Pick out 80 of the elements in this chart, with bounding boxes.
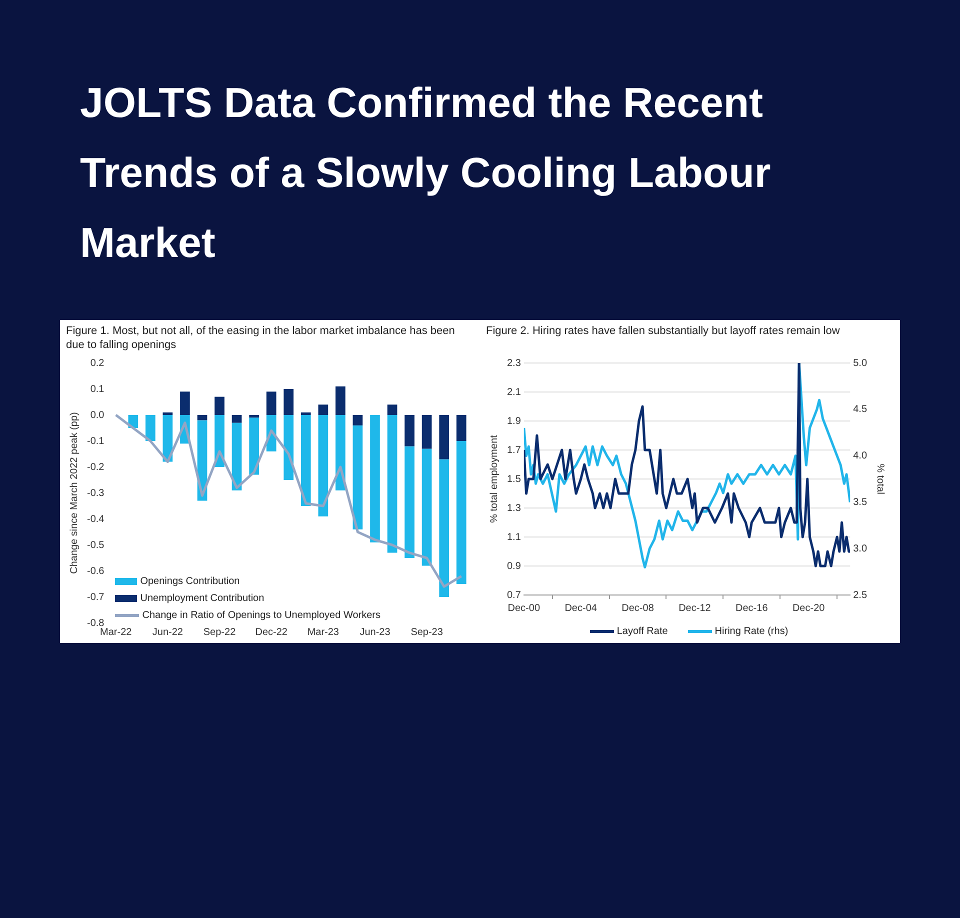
bar	[456, 441, 466, 584]
y2-tick-label: 2.5	[853, 590, 868, 601]
y2-tick-label: 5.0	[853, 358, 868, 369]
bar	[284, 415, 294, 480]
y-tick-label: -0.5	[86, 540, 105, 551]
chart-title: Figure 1. Most, but not all, of the easing in the labor market imbalance has been due to falling openings	[65, 324, 456, 353]
x-tick-label: Dec-16	[736, 602, 768, 614]
legend-label: Change in Ratio of Openings to Unemployed Workers	[142, 610, 380, 621]
x-tick-label: Sep-22	[203, 626, 236, 638]
bar	[422, 415, 432, 449]
legend-label: Hiring Rate (rhs)	[714, 626, 788, 637]
x-tick-label: Mar-22	[100, 626, 132, 638]
y-tick-label: 1.1	[506, 532, 522, 543]
bar	[284, 389, 294, 415]
x-tick-label: Dec-00	[508, 602, 540, 614]
bar	[300, 412, 311, 415]
x-tick-label: Jun-23	[360, 626, 391, 638]
x-tick-label: Jun-22	[152, 626, 184, 638]
x-tick-label: Dec-08	[622, 602, 654, 614]
x-tick-label: Dec-12	[678, 602, 712, 614]
y-tick-label: 0.7	[506, 590, 522, 601]
bar	[232, 415, 242, 423]
bar	[439, 459, 450, 597]
y-tick-label: 2.3	[506, 358, 522, 369]
y-axis-title: % total employment	[488, 434, 500, 523]
bar	[404, 415, 414, 446]
y-tick-label: 1.9	[506, 416, 522, 427]
bar	[249, 418, 259, 475]
bar	[422, 448, 432, 566]
bar	[232, 422, 242, 490]
bar	[352, 415, 363, 426]
y-tick-label: -0.7	[86, 592, 105, 603]
y-tick-label: -0.8	[86, 618, 105, 629]
bar	[318, 415, 328, 516]
bar	[249, 415, 259, 418]
bar	[300, 415, 311, 506]
bar	[387, 404, 398, 415]
bar	[352, 425, 363, 530]
bar	[387, 415, 398, 553]
legend-label: Openings Contribution	[140, 576, 240, 587]
y-tick-label: 0.9	[506, 560, 522, 572]
legend-label: Unemployment Contribution	[140, 593, 264, 604]
bar	[266, 392, 276, 415]
bar	[456, 415, 466, 441]
y-axis-title: Change since March 2022 peak (pp)	[68, 412, 80, 574]
y-tick-label: -0.6	[86, 566, 105, 577]
y-tick-label: 2.1	[506, 386, 522, 398]
x-tick-label: Dec-22	[255, 626, 288, 638]
y2-tick-label: 3.0	[853, 543, 868, 554]
x-tick-label: Mar-23	[307, 626, 340, 638]
y2-tick-label: 4.5	[853, 404, 868, 416]
bar	[180, 392, 190, 415]
x-tick-label: Sep-23	[410, 626, 444, 638]
bar	[336, 386, 346, 415]
bar	[214, 396, 224, 415]
y-tick-label: 1.5	[506, 474, 522, 485]
y-tick-label: 0.0	[90, 410, 105, 421]
bar	[162, 412, 173, 415]
y-tick-label: -0.3	[86, 488, 105, 499]
y-tick-label: -0.4	[86, 514, 105, 525]
chart-title: Figure 2. Hiring rates have fallen substantially but layoff rates remain low	[485, 324, 841, 339]
y-tick-label: -0.1	[86, 436, 105, 447]
bar	[370, 415, 380, 542]
y-tick-label: 1.3	[506, 502, 522, 514]
y2-tick-label: 3.5	[853, 496, 868, 508]
y-tick-label: 0.2	[90, 358, 105, 369]
bar	[197, 415, 208, 420]
bar	[439, 415, 450, 460]
y2-axis-title: % total	[874, 464, 886, 494]
legend-label: Layoff Rate	[616, 626, 668, 637]
x-tick-label: Dec-04	[564, 602, 598, 614]
x-tick-label: Dec-20	[792, 602, 826, 614]
bar	[404, 446, 414, 558]
y-tick-label: 1.7	[506, 444, 522, 456]
bar	[145, 415, 156, 441]
y-tick-label: 0.1	[90, 384, 105, 395]
text: JOLTS Data Confirmed the Recent Trends of a Slowly Cooling Labour Market	[80, 78, 772, 268]
y2-tick-label: 4.0	[853, 450, 868, 462]
y-tick-label: -0.2	[86, 462, 105, 473]
bar	[318, 404, 328, 415]
